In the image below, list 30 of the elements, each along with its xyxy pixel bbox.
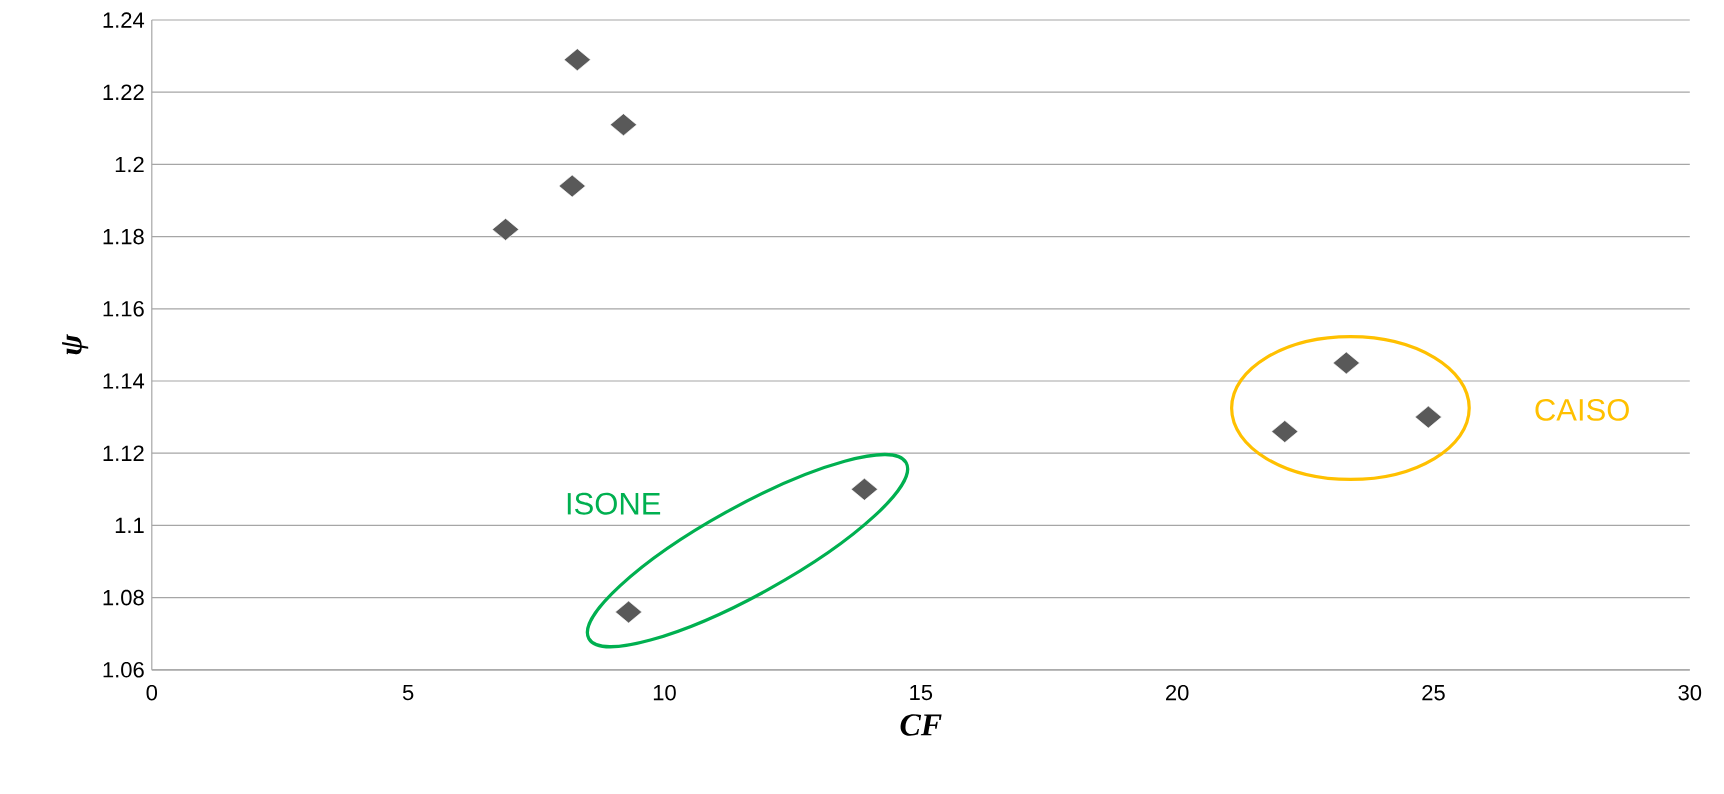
x-tick-label: 30 <box>1678 684 1702 701</box>
x-axis-title: CF <box>900 714 942 736</box>
x-tick-label: 15 <box>910 684 933 701</box>
point <box>558 174 586 198</box>
point <box>563 48 591 72</box>
x-tick-label: 25 <box>1422 684 1445 701</box>
y-tick-label: 1.12 <box>103 445 144 461</box>
point <box>615 600 643 624</box>
y-tick-label: 1.2 <box>115 156 144 173</box>
point <box>850 478 878 501</box>
point <box>609 113 637 136</box>
y-tick-label: 1.08 <box>103 589 144 606</box>
point <box>1414 405 1442 429</box>
x-tick-label: 5 <box>402 684 414 701</box>
x-tick-label: 0 <box>146 684 158 701</box>
y-axis-title: ψ <box>62 334 89 355</box>
annotation: ISONE <box>567 492 661 515</box>
y-tick-label: 1.18 <box>103 228 144 245</box>
y-tick-label: 1.06 <box>103 662 144 678</box>
point <box>492 218 520 241</box>
y-tick-label: 1.1 <box>115 517 144 533</box>
annotation: CAISO <box>1535 398 1629 421</box>
x-tick-label: 20 <box>1166 684 1189 701</box>
point <box>1271 420 1299 443</box>
point <box>1332 351 1360 375</box>
y-tick-label: 1.16 <box>103 301 144 317</box>
y-tick-label: 1.14 <box>103 373 145 389</box>
x-tick-label: 10 <box>653 684 676 701</box>
y-tick-label: 1.22 <box>103 84 144 100</box>
y-tick-label: 1.24 <box>103 12 145 28</box>
